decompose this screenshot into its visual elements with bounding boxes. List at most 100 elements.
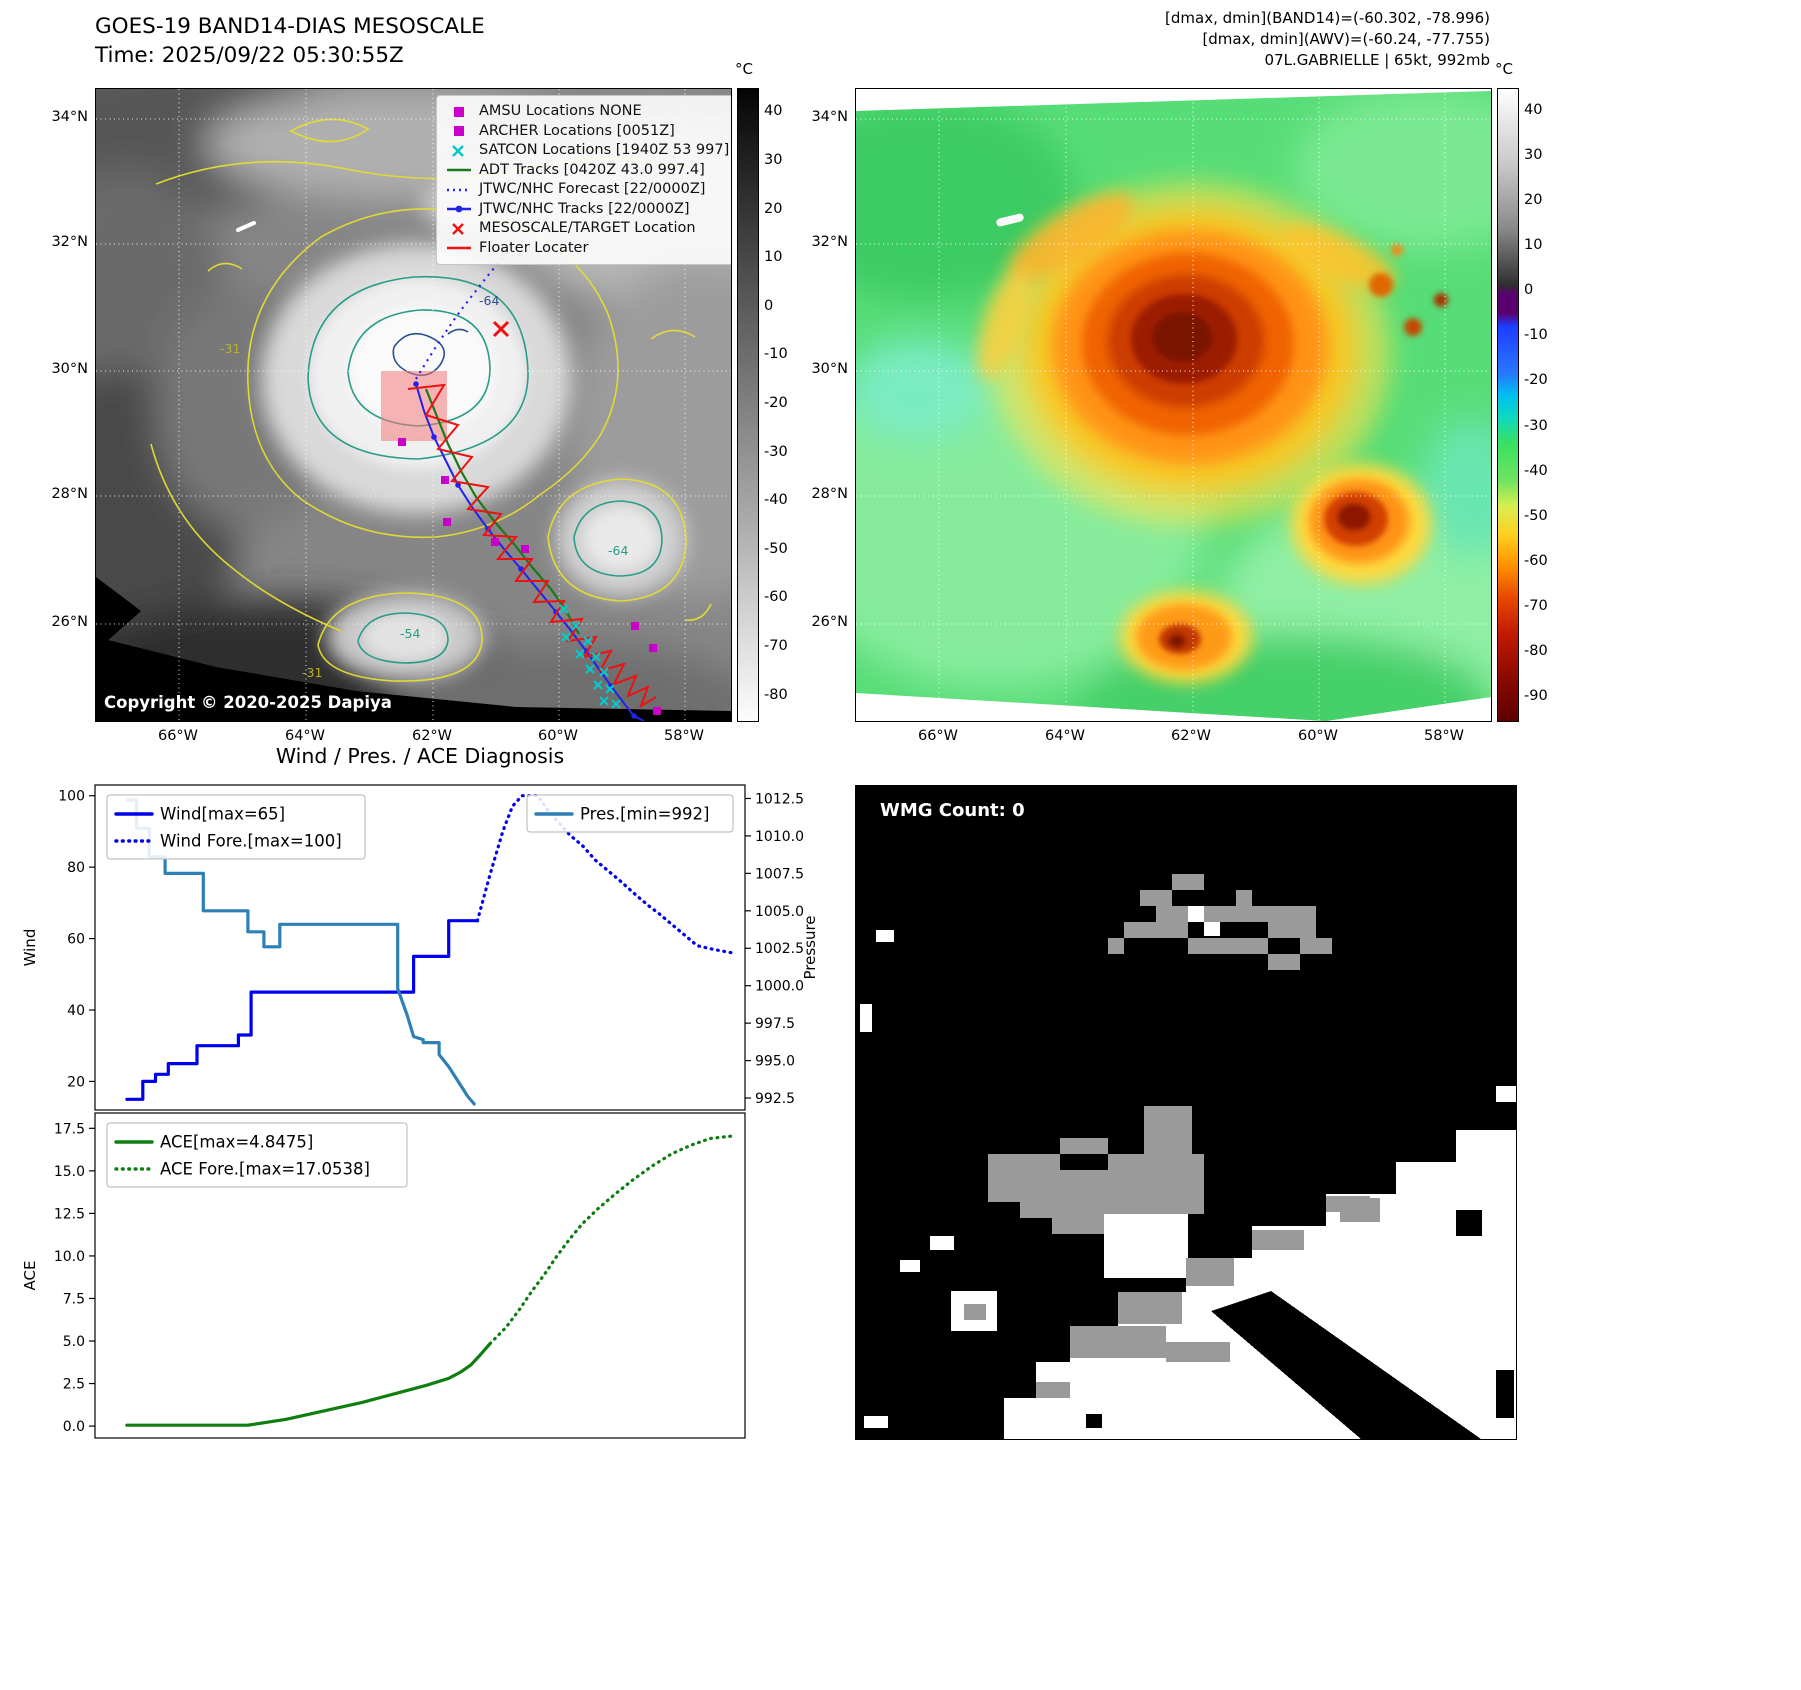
line-marker-icon xyxy=(447,246,471,250)
y-axis-tick-label: 0.0 xyxy=(63,1419,85,1435)
legend-item: Floater Locater xyxy=(445,239,731,259)
y2-axis-tick-label: 995.0 xyxy=(755,1054,795,1070)
contour-label: -64 xyxy=(479,293,499,308)
lon-tick-label: 58°W xyxy=(1423,728,1465,744)
forecast-legend-marker xyxy=(445,183,473,197)
band14-colorbar-ticks: 40 30 20 10 0 -10 -20 -30 -40 -50 -60 -70 -80 xyxy=(758,88,814,720)
lat-tick-label: 30°N xyxy=(811,361,848,377)
colorbar-tick-label: 30 xyxy=(1524,146,1543,163)
colorbar-tick-label: -40 xyxy=(1524,462,1548,479)
colorbar-unit: °C xyxy=(735,60,753,78)
colorbar-tick-label: 10 xyxy=(1524,237,1543,253)
colorbar-unit: °C xyxy=(1495,60,1513,78)
chart-legend-label: Pres.[min=992] xyxy=(580,805,709,824)
legend-label: JTWC/NHC Forecast [22/0000Z] xyxy=(479,181,706,197)
lat-tick-label: 32°N xyxy=(51,234,88,250)
y-axis-label: ACE xyxy=(21,1261,39,1291)
y2-axis-tick-label: 1012.5 xyxy=(755,791,804,807)
colorbar-tick-label: 20 xyxy=(764,200,783,217)
colorbar-tick-label: 20 xyxy=(1524,191,1543,208)
colorbar-tick-label: 0 xyxy=(1524,282,1534,299)
wmg-mask-image xyxy=(856,786,1516,1439)
tracks-legend-marker xyxy=(445,202,473,216)
y2-axis-tick-label: 1002.5 xyxy=(755,941,804,957)
y-axis-tick-label: 80 xyxy=(67,860,85,876)
target-x-marker xyxy=(492,320,510,338)
dotted-marker-icon xyxy=(447,188,471,192)
contour-value-labels: -64 -64 -54 -31 -31 xyxy=(220,293,628,680)
yellow-contours xyxy=(150,118,712,682)
legend-item: ADT Tracks [0420Z 43.0 997.4] xyxy=(445,161,731,181)
adt-track-line xyxy=(424,388,580,635)
y-axis-tick-label: 10.0 xyxy=(54,1249,85,1265)
y-axis-tick-label: 60 xyxy=(67,932,85,948)
cloud-streak xyxy=(236,221,256,232)
y-axis-tick-label: 15.0 xyxy=(54,1164,85,1180)
y-axis-tick-label: 2.5 xyxy=(63,1377,85,1393)
colorbar-tick-label: 10 xyxy=(764,249,783,266)
legend-label: ADT Tracks [0420Z 43.0 997.4] xyxy=(479,161,705,178)
contour-label: -31 xyxy=(302,665,322,680)
storm-id-text: 07L.GABRIELLE | 65kt, 992mb xyxy=(1264,51,1490,69)
chart-legend-label: Wind[max=65] xyxy=(160,805,285,824)
wmg-gray-patches-in-white xyxy=(1036,1196,1380,1398)
lat-tick-label: 34°N xyxy=(51,109,88,125)
floater-track-line xyxy=(407,383,657,709)
contour-label: -64 xyxy=(608,543,628,558)
line-dot-marker-icon xyxy=(447,205,471,213)
awv-colorbar-ticks: 40 30 20 10 0 -10 -20 -30 -40 -50 -60 -70 -80 -90 xyxy=(1518,88,1574,720)
band14-title-block: GOES-19 BAND14-DIAS MESOSCALE Time: 2025… xyxy=(95,12,485,70)
amsu-legend-marker xyxy=(445,105,473,119)
lon-tick-label: 62°W xyxy=(411,728,453,744)
x-marker-icon xyxy=(452,144,464,157)
colorbar-tick-label: -80 xyxy=(1524,643,1548,660)
line-marker-icon xyxy=(447,168,471,172)
navy-contours xyxy=(392,328,469,377)
colorbar-tick-label: -70 xyxy=(1524,598,1548,615)
y-axis-tick-label: 20 xyxy=(67,1074,85,1090)
wmg-panel: WMG Count: 0 xyxy=(855,785,1517,1440)
colorbar-tick-label: -80 xyxy=(764,686,788,703)
colorbar-tick-label: 40 xyxy=(1524,101,1543,118)
colorbar-tick-label: -70 xyxy=(764,638,788,655)
colorbar-tick-label: -90 xyxy=(1524,688,1548,705)
wmg-gray-cell xyxy=(964,1304,986,1320)
y-axis-tick-label: 17.5 xyxy=(54,1121,85,1137)
colorbar-tick-label: -50 xyxy=(1524,507,1548,524)
colorbar-tick-label: -20 xyxy=(1524,372,1548,389)
colorbar-tick-label: -60 xyxy=(1524,553,1548,569)
adt-legend-marker xyxy=(445,163,473,177)
wmg-gray-cluster-top xyxy=(1108,874,1332,970)
square-marker-icon xyxy=(454,106,464,117)
legend-item: JTWC/NHC Forecast [22/0000Z] xyxy=(445,180,731,200)
legend-item: SATCON Locations [1940Z 53 997] xyxy=(445,141,731,161)
storm-core-layer xyxy=(1131,244,1448,654)
y2-axis-label: Pressure xyxy=(801,915,819,979)
y2-axis-tick-label: 1007.5 xyxy=(755,866,804,882)
legend-item: JTWC/NHC Tracks [22/0000Z] xyxy=(445,200,731,220)
lon-tick-label: 60°W xyxy=(537,728,579,744)
band14-map: -64 -64 -54 -31 -31 AMSU Locations NONE … xyxy=(95,88,732,722)
colorbar-tick-label: -10 xyxy=(1524,327,1548,344)
legend-label: MESOSCALE/TARGET Location xyxy=(479,220,696,236)
lat-tick-label: 26°N xyxy=(51,614,88,630)
y-axis-tick-label: 12.5 xyxy=(54,1206,85,1222)
lon-tick-label: 64°W xyxy=(1044,728,1086,744)
colorbar-tick-label: -20 xyxy=(764,395,788,411)
lon-tick-label: 64°W xyxy=(284,728,326,744)
cloud-streak xyxy=(996,213,1024,227)
copyright-text: Copyright © 2020-2025 Dapiya xyxy=(104,693,392,712)
series-line-Wind Fore.[max=100] xyxy=(475,794,734,955)
lon-tick-label: 62°W xyxy=(1170,728,1212,744)
y-axis-label: Wind xyxy=(21,929,39,967)
wmg-black-diagonal-band xyxy=(1211,1291,1481,1439)
legend-item: AMSU Locations NONE xyxy=(445,102,731,122)
colorbar-tick-label: 40 xyxy=(764,103,783,120)
legend-label: AMSU Locations NONE xyxy=(479,103,642,119)
chart-legend-label: Wind Fore.[max=100] xyxy=(160,832,342,851)
chart-legend-label: ACE Fore.[max=17.0538] xyxy=(160,1160,370,1179)
legend-item: MESOSCALE/TARGET Location xyxy=(445,219,731,239)
wmg-black-notches xyxy=(1086,1210,1514,1428)
wmg-white-cell xyxy=(1188,906,1204,922)
